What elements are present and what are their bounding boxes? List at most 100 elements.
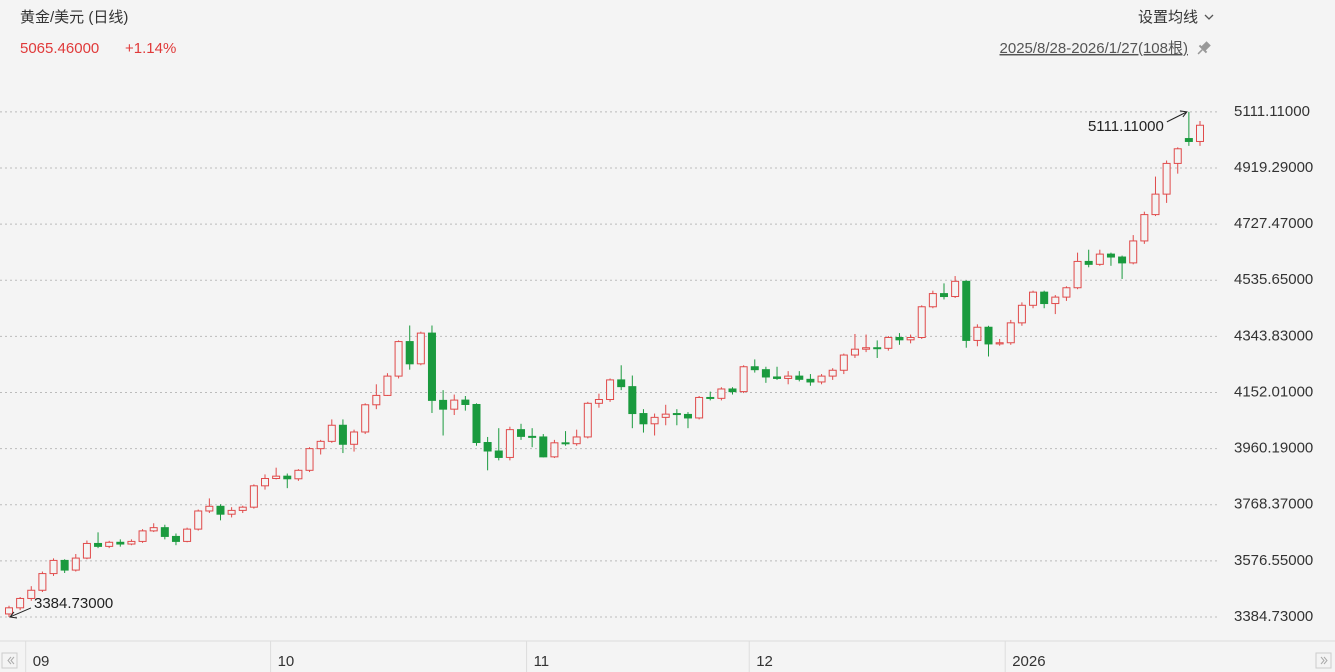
y-tick-label: 4919.29000 <box>1234 159 1313 176</box>
candle-body <box>650 416 659 425</box>
candle-body <box>416 332 425 365</box>
candle-body <box>38 573 47 591</box>
candle-body <box>350 431 359 445</box>
settings-button[interactable]: 设置均线 <box>1138 9 1198 26</box>
annotation-label: 5111.11000 <box>1088 118 1164 135</box>
candle-body <box>316 440 325 450</box>
candle-body <box>194 510 203 530</box>
candle-body <box>617 379 626 388</box>
candle-body <box>806 378 815 383</box>
scroll-left[interactable] <box>1 652 18 669</box>
chevron-icon[interactable] <box>1204 14 1214 20</box>
candle-body <box>817 375 826 383</box>
candle-body <box>995 342 1004 345</box>
candle-body <box>750 366 759 371</box>
candle-body <box>1051 296 1060 305</box>
candle-body <box>761 369 770 378</box>
candle-body <box>439 399 448 410</box>
candle-body <box>561 442 570 445</box>
candle-body <box>672 413 681 416</box>
candle-body <box>572 436 581 445</box>
candle-body <box>116 541 125 545</box>
candle-body <box>706 396 715 399</box>
candle-body <box>261 478 270 487</box>
candle-body <box>461 399 470 405</box>
x-tick-label: 10 <box>278 653 295 670</box>
candle-body <box>661 413 670 418</box>
candle-body <box>594 399 603 404</box>
candle-body <box>27 589 36 599</box>
candle-body <box>227 509 236 515</box>
x-tick-label: 12 <box>756 653 773 670</box>
candle-body <box>16 597 25 609</box>
candle-body <box>1129 240 1138 264</box>
candle-body <box>928 293 937 308</box>
candle-body <box>550 442 559 458</box>
candle-body <box>94 542 103 547</box>
candle-body <box>405 341 414 365</box>
candle-body <box>695 396 704 419</box>
x-tick-label: 11 <box>534 653 550 670</box>
candle-body <box>683 413 692 419</box>
candle-body <box>82 542 91 559</box>
candle-body <box>1017 304 1026 324</box>
scroll-right[interactable] <box>1315 652 1332 669</box>
range-label[interactable]: 2025/8/28-2026/1/27(108根) <box>1000 40 1188 57</box>
candle-body <box>917 306 926 338</box>
candle-body <box>1184 138 1193 142</box>
candle-body <box>728 388 737 393</box>
candle-body <box>105 541 114 547</box>
candle-body <box>1196 124 1204 142</box>
candle-body <box>160 527 169 537</box>
candle-body <box>5 607 13 615</box>
candle-body <box>305 448 314 471</box>
candle-body <box>60 559 69 571</box>
candle-body <box>383 375 392 396</box>
candle-body <box>1140 214 1149 242</box>
candle-body <box>583 402 592 438</box>
candle-body <box>1006 322 1015 344</box>
candle-body <box>205 505 214 512</box>
candle-body <box>1073 260 1082 289</box>
annotation-arrow <box>9 607 32 619</box>
pin-icon[interactable] <box>1195 40 1213 58</box>
y-tick-label: 4343.83000 <box>1234 327 1313 344</box>
candle-body <box>739 366 748 393</box>
candle-body <box>1095 253 1104 265</box>
candle-body <box>850 348 859 356</box>
candle-body <box>1106 253 1115 258</box>
candle-body <box>483 442 492 452</box>
candle-body <box>1062 287 1071 298</box>
candle-body <box>1029 291 1038 306</box>
candle-body <box>494 450 503 458</box>
y-tick-label: 4152.01000 <box>1234 383 1313 400</box>
last-price: 5065.46000 <box>20 40 99 57</box>
candle-body <box>372 394 381 406</box>
candle-body <box>338 424 347 445</box>
candle-body <box>895 336 904 341</box>
candle-body <box>1040 291 1049 305</box>
y-tick-label: 5111.11000 <box>1234 103 1310 120</box>
candle-body <box>294 469 303 480</box>
candle-body <box>450 399 459 410</box>
candle-body <box>962 280 971 341</box>
candle-body <box>361 404 370 433</box>
candle-body <box>984 326 993 345</box>
candle-body <box>839 354 848 371</box>
candle-body <box>149 527 158 532</box>
candle-body <box>394 341 403 377</box>
candle-body <box>238 506 247 511</box>
candle-body <box>1162 162 1171 195</box>
candle-body <box>505 429 514 458</box>
candle-body <box>1173 148 1182 164</box>
x-tick-label: 09 <box>33 653 50 670</box>
candle-body <box>528 435 537 438</box>
candle-body <box>183 528 192 542</box>
candle-body <box>1151 193 1160 216</box>
candle-body <box>127 540 136 545</box>
annotation-label: 3384.73000 <box>34 595 113 612</box>
y-tick-label: 3576.55000 <box>1234 552 1313 569</box>
candle-body <box>1118 256 1127 264</box>
candle-body <box>216 505 225 515</box>
